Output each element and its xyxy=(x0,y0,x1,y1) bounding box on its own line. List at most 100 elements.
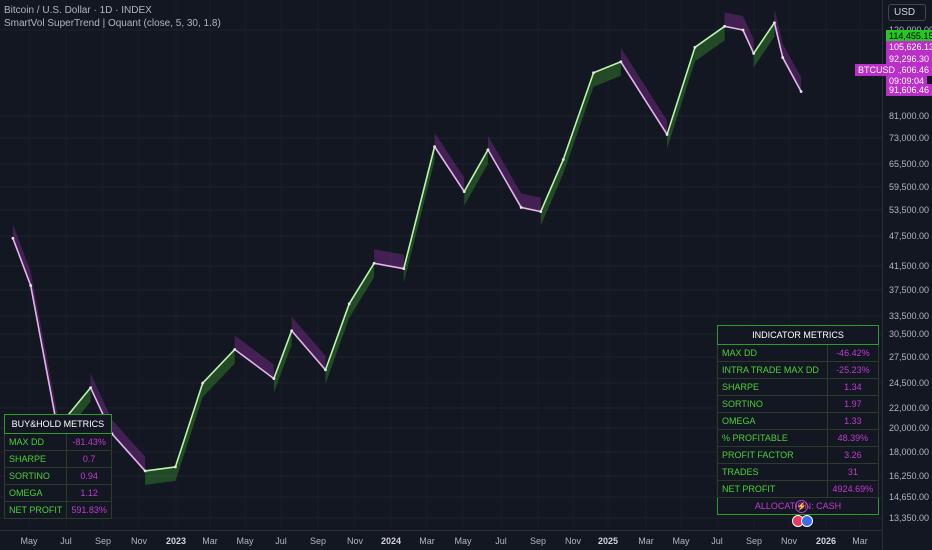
price-segment xyxy=(593,61,622,74)
metric-key: SHARPE xyxy=(3,450,68,468)
metric-value: 4924.69% xyxy=(826,480,880,498)
indicator-metrics-table: INDICATOR METRICS MAX DD -46.42% INTRA TR… xyxy=(717,325,880,515)
x-axis-label: Mar xyxy=(638,536,654,546)
price-point xyxy=(665,133,669,136)
price-segment xyxy=(742,29,755,54)
indicator-title: INDICATOR METRICS xyxy=(717,325,879,345)
table-row: PROFIT FACTOR 3.26 xyxy=(717,446,880,464)
metric-key: SORTINO xyxy=(3,467,68,485)
y-axis-label: 13,350.00 xyxy=(889,513,930,523)
metric-value: 0.7 xyxy=(66,450,112,468)
trend-band xyxy=(724,12,743,30)
price-tag-green: 114,455.15 xyxy=(886,30,932,42)
table-row: SORTINO 1.97 xyxy=(717,395,880,413)
trend-band xyxy=(403,146,435,283)
price-point xyxy=(272,377,276,380)
price-segment xyxy=(562,72,595,160)
metric-key: SORTINO xyxy=(717,395,828,413)
x-axis-label: May xyxy=(454,536,472,546)
metric-value: 1.34 xyxy=(826,378,880,396)
price-segment xyxy=(291,330,327,371)
y-axis-label: 41,500.00 xyxy=(889,261,930,271)
price-segment xyxy=(373,262,404,270)
table-row: SORTINO 0.94 xyxy=(3,467,112,485)
y-axis-label: 73,000.00 xyxy=(889,133,930,143)
metric-value: 1.33 xyxy=(826,412,880,430)
x-axis-label: Nov xyxy=(780,536,798,546)
y-axis-label: 16,250.00 xyxy=(889,471,930,481)
price-point xyxy=(752,52,756,55)
table-row: NET PROFIT 591.83% xyxy=(3,501,112,519)
x-axis-label: Mar xyxy=(419,536,435,546)
metric-key: MAX DD xyxy=(717,344,828,362)
price-tag-4: 91,606.46 xyxy=(886,84,932,96)
y-axis-label: 24,500.00 xyxy=(889,378,930,388)
price-point xyxy=(402,267,406,271)
price-point xyxy=(233,348,237,351)
trend-band xyxy=(464,149,488,206)
trend-band xyxy=(487,135,522,208)
price-segment xyxy=(402,146,436,269)
price-segment xyxy=(782,57,802,92)
event-marker-icons[interactable]: ⚡ xyxy=(792,500,813,530)
currency-button[interactable]: USD xyxy=(888,4,926,21)
trend-band xyxy=(593,61,621,87)
trend-band xyxy=(111,419,146,471)
trend-band xyxy=(521,193,541,212)
y-axis-label: 14,650.00 xyxy=(889,492,930,502)
trend-band xyxy=(325,303,350,384)
trend-band xyxy=(374,249,404,269)
x-axis-label: Nov xyxy=(130,536,148,546)
metric-value: 591.83% xyxy=(66,501,112,519)
metric-key: OMEGA xyxy=(3,484,68,502)
supertrend-bands xyxy=(12,8,802,485)
price-point xyxy=(29,284,33,287)
y-axis-label: 37,500.00 xyxy=(889,285,930,295)
metric-key: % PROFITABLE xyxy=(717,429,828,447)
x-axis-label: Mar xyxy=(202,536,218,546)
trend-band xyxy=(349,263,375,318)
price-point xyxy=(433,145,436,149)
x-axis-label: Jul xyxy=(711,536,723,546)
price-point xyxy=(11,236,15,240)
trend-band xyxy=(234,335,274,379)
price-segment xyxy=(29,285,59,429)
price-segment xyxy=(145,466,176,472)
price-point xyxy=(486,148,490,152)
trend-band xyxy=(434,132,465,192)
y-axis-label: 18,000.00 xyxy=(889,447,930,457)
trend-band xyxy=(742,16,754,54)
x-axis-label: May xyxy=(20,536,38,546)
price-segment xyxy=(174,382,204,468)
table-row: TRADES 31 xyxy=(717,463,880,481)
metric-value: 1.12 xyxy=(66,484,112,502)
y-axis-label: 53,500.00 xyxy=(889,205,930,215)
price-segment xyxy=(348,262,375,305)
table-row: SHARPE 1.34 xyxy=(717,378,880,396)
price-point xyxy=(741,28,745,32)
y-axis-label: 81,000.00 xyxy=(889,111,930,121)
y-axis-label: 22,000.00 xyxy=(889,403,930,413)
price-segment xyxy=(273,330,293,379)
table-row: NET PROFIT 4924.69% xyxy=(717,480,880,498)
price-segment xyxy=(487,149,522,208)
x-axis-label: 2024 xyxy=(380,536,402,546)
symbol-title[interactable]: Bitcoin / U.S. Dollar · 1D · INDEX xyxy=(4,5,152,16)
lightning-icon[interactable]: ⚡ xyxy=(795,500,808,513)
metric-key: PROFIT FACTOR xyxy=(717,446,828,464)
metric-value: 0.94 xyxy=(66,467,112,485)
price-point xyxy=(561,158,565,161)
price-point xyxy=(619,60,623,64)
flag-icon[interactable] xyxy=(801,515,813,527)
trend-band xyxy=(540,159,564,226)
trend-band xyxy=(753,22,775,68)
indicator-title[interactable]: SmartVol SuperTrend | Oquant (close, 5, … xyxy=(4,18,221,29)
table-row: INTRA TRADE MAX DD -25.23% xyxy=(717,361,880,379)
price-segment xyxy=(520,206,541,213)
price-point xyxy=(799,90,803,93)
x-axis-label: Mar xyxy=(852,536,868,546)
y-axis-label: 47,500.00 xyxy=(889,231,930,241)
x-axis-label: 2025 xyxy=(597,536,619,546)
trend-band xyxy=(667,47,695,149)
price-segment xyxy=(234,348,275,380)
